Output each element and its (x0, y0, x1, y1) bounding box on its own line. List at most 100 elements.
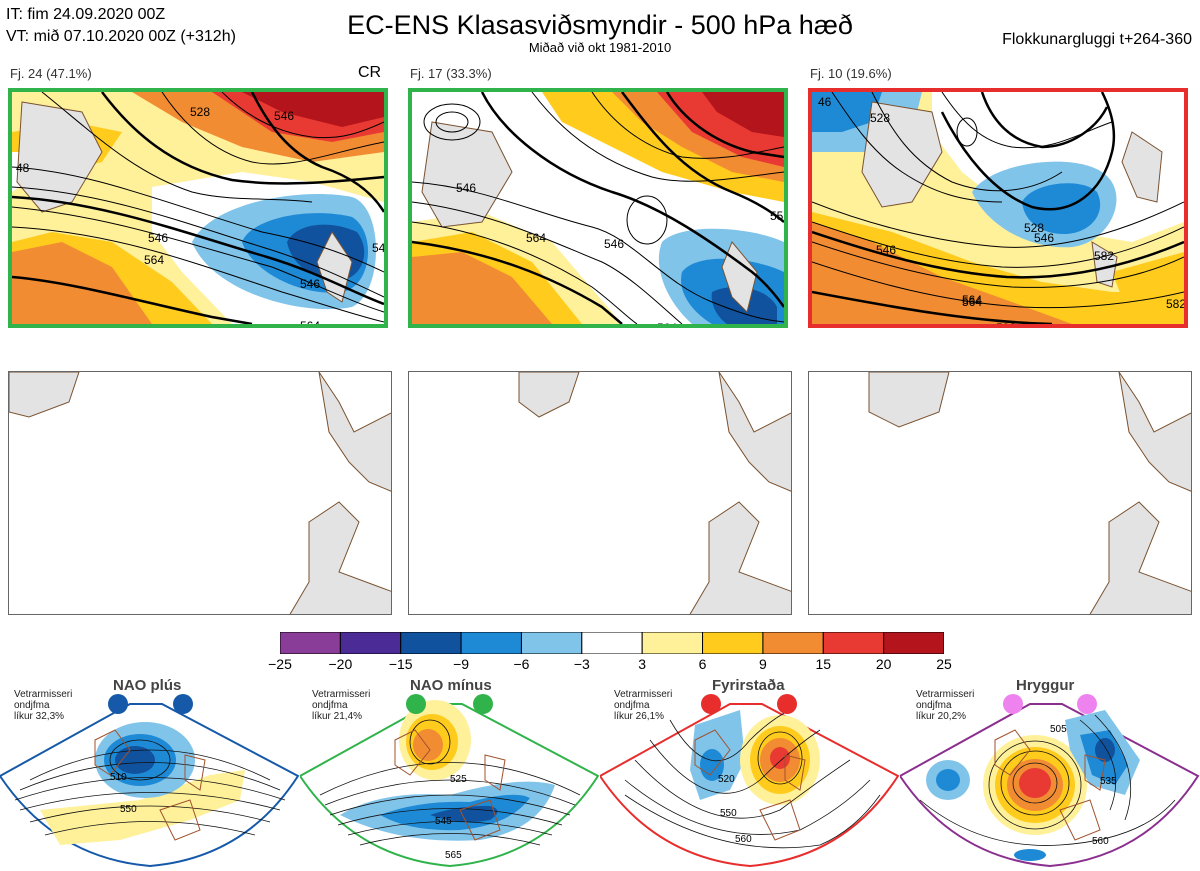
warm-anomaly-se (1112, 252, 1184, 324)
valid-time: VT: mið 07.10.2020 00Z (+312h) (6, 28, 236, 45)
regime-4-map-svg: 505 535 560 (900, 694, 1200, 868)
regime-1-map[interactable]: 510 550 (0, 680, 300, 870)
init-time: IT: fim 24.09.2020 00Z (6, 6, 166, 23)
colorbar-tick-label: −9 (453, 656, 470, 672)
regime-4-prob-line: líkur 20,2% (916, 711, 967, 722)
regime-4-map[interactable]: 505 535 560 (900, 680, 1200, 870)
contour-label: 55 (770, 209, 784, 223)
regime-contours (624, 709, 881, 849)
contour-label: 560 (735, 834, 752, 845)
contour-label: 528 (870, 111, 890, 125)
scandinavia-land (1121, 131, 1163, 203)
greenland-land (9, 372, 80, 418)
cluster-1-map[interactable]: 528 546 546 564 546 564 546 48 (8, 88, 388, 328)
height-contours (812, 92, 1184, 309)
cluster-3-map[interactable]: 46 528 528 546 564 546 582 564 582 582 (808, 88, 1188, 328)
cluster-2-label: Fj. 17 (33.3%) (410, 66, 492, 81)
colorbar-tick-label: 3 (638, 656, 647, 672)
contour-label: 560 (1092, 836, 1109, 847)
greenland-land (868, 372, 950, 428)
regime-4-title: Hryggur (1016, 677, 1075, 694)
colorbar-swatch (822, 632, 885, 654)
empty-map-3-svg (868, 372, 1191, 614)
cluster-3-map-svg: 46 528 528 546 564 546 582 564 582 582 (812, 92, 1184, 324)
colorbar-tick-label: −20 (328, 656, 353, 672)
colorbar-swatch (581, 632, 643, 654)
colorbar-swatch (762, 632, 824, 654)
regime-2-prob-line: ondjfma (312, 700, 348, 711)
colorbar-tick-label: 6 (698, 656, 707, 672)
cold-anomaly-peak (115, 746, 155, 774)
contour-label: 582 (1166, 297, 1184, 311)
coastline (394, 729, 506, 841)
greenland-land (518, 372, 580, 418)
cold-anomaly-north-core (812, 92, 882, 132)
bold-height-contours (12, 92, 384, 324)
contour-label: 520 (718, 774, 735, 785)
regime-dot (473, 694, 493, 714)
regime-dot (406, 694, 426, 714)
cold-anomaly-west-core (936, 769, 960, 791)
contour-label: 550 (120, 804, 137, 815)
scandinavia-land (1118, 372, 1191, 492)
colorbar-swatch (702, 632, 764, 654)
colorbar-swatch (883, 632, 944, 654)
regime-2-prob-line: líkur 21,4% (312, 711, 363, 722)
page-title: EC-ENS Klasasviðsmyndir - 500 hPa hæð (347, 10, 853, 40)
regime-dot (1003, 694, 1023, 714)
scandinavia-land (318, 372, 391, 492)
colorbar-swatch (400, 632, 462, 654)
cluster-2-map[interactable]: 546 564 546 564 55 (408, 88, 788, 328)
header-times: IT: fim 24.09.2020 00Z VT: mið 07.10.202… (6, 4, 236, 48)
regime-2-map[interactable]: 525 545 565 (300, 680, 600, 870)
europe-land (721, 241, 758, 313)
cold-anomaly-south (1014, 849, 1046, 861)
warm-anomaly-sw (812, 222, 1072, 324)
contour-label: 564 (962, 295, 982, 309)
page-subtitle: Miðað við okt 1981-2010 (528, 40, 672, 55)
contour-label: 565 (445, 850, 462, 861)
colorbar-tick-label: 9 (759, 656, 767, 672)
regime-dot (1077, 694, 1097, 714)
bold-height-contours (412, 92, 784, 324)
height-contours (12, 92, 384, 323)
contour-label: 564 (526, 231, 546, 245)
empty-map-2 (408, 371, 792, 615)
regime-3-map[interactable]: 520 550 560 (600, 680, 900, 870)
regime-dot (701, 694, 721, 714)
contour-label: 505 (1050, 724, 1067, 735)
contour-label: 546 (300, 277, 320, 291)
colorbar (280, 632, 944, 654)
warm-anomaly-max (770, 747, 790, 769)
colorbar-swatch (339, 632, 402, 654)
contour-label: 564 (962, 293, 982, 307)
warm-anomaly (40, 770, 245, 845)
colorbar-swatch (520, 632, 583, 654)
scandinavia-land (718, 372, 791, 492)
regime-1-prob-line: ondjfma (14, 700, 50, 711)
regime-1-title: NAO plús (113, 677, 182, 694)
contour-label: 510 (110, 772, 127, 783)
coastline (994, 729, 1106, 841)
warm-anomaly-sw-core (412, 252, 552, 324)
regime-dot (108, 694, 128, 714)
regime-3-prob-line: ondjfma (614, 700, 650, 711)
contour-label: 535 (1100, 776, 1117, 787)
contour-label: 582 (996, 321, 1016, 324)
regime-3-title: Fyrirstaða (712, 677, 785, 694)
regime-4-prob: Vetrarmisseri ondjfma líkur 20,2% (916, 689, 974, 722)
europe-land (1089, 501, 1191, 614)
colorbar-swatch (280, 632, 341, 654)
europe-land (289, 501, 391, 614)
contour-label: 525 (450, 774, 467, 785)
height-contours (412, 92, 784, 324)
europe-land (689, 501, 791, 614)
colorbar-tick-label: −3 (573, 656, 590, 672)
greenland-land (421, 121, 513, 228)
contour-label: 528 (1024, 221, 1044, 235)
regime-1-prob-line: líkur 32,3% (14, 711, 65, 722)
cold-anomaly-core (700, 749, 724, 781)
regime-contours (319, 719, 581, 846)
colorbar-tick-label: 15 (815, 656, 832, 672)
cluster-1-map-svg: 528 546 546 564 546 564 546 48 (12, 92, 384, 324)
